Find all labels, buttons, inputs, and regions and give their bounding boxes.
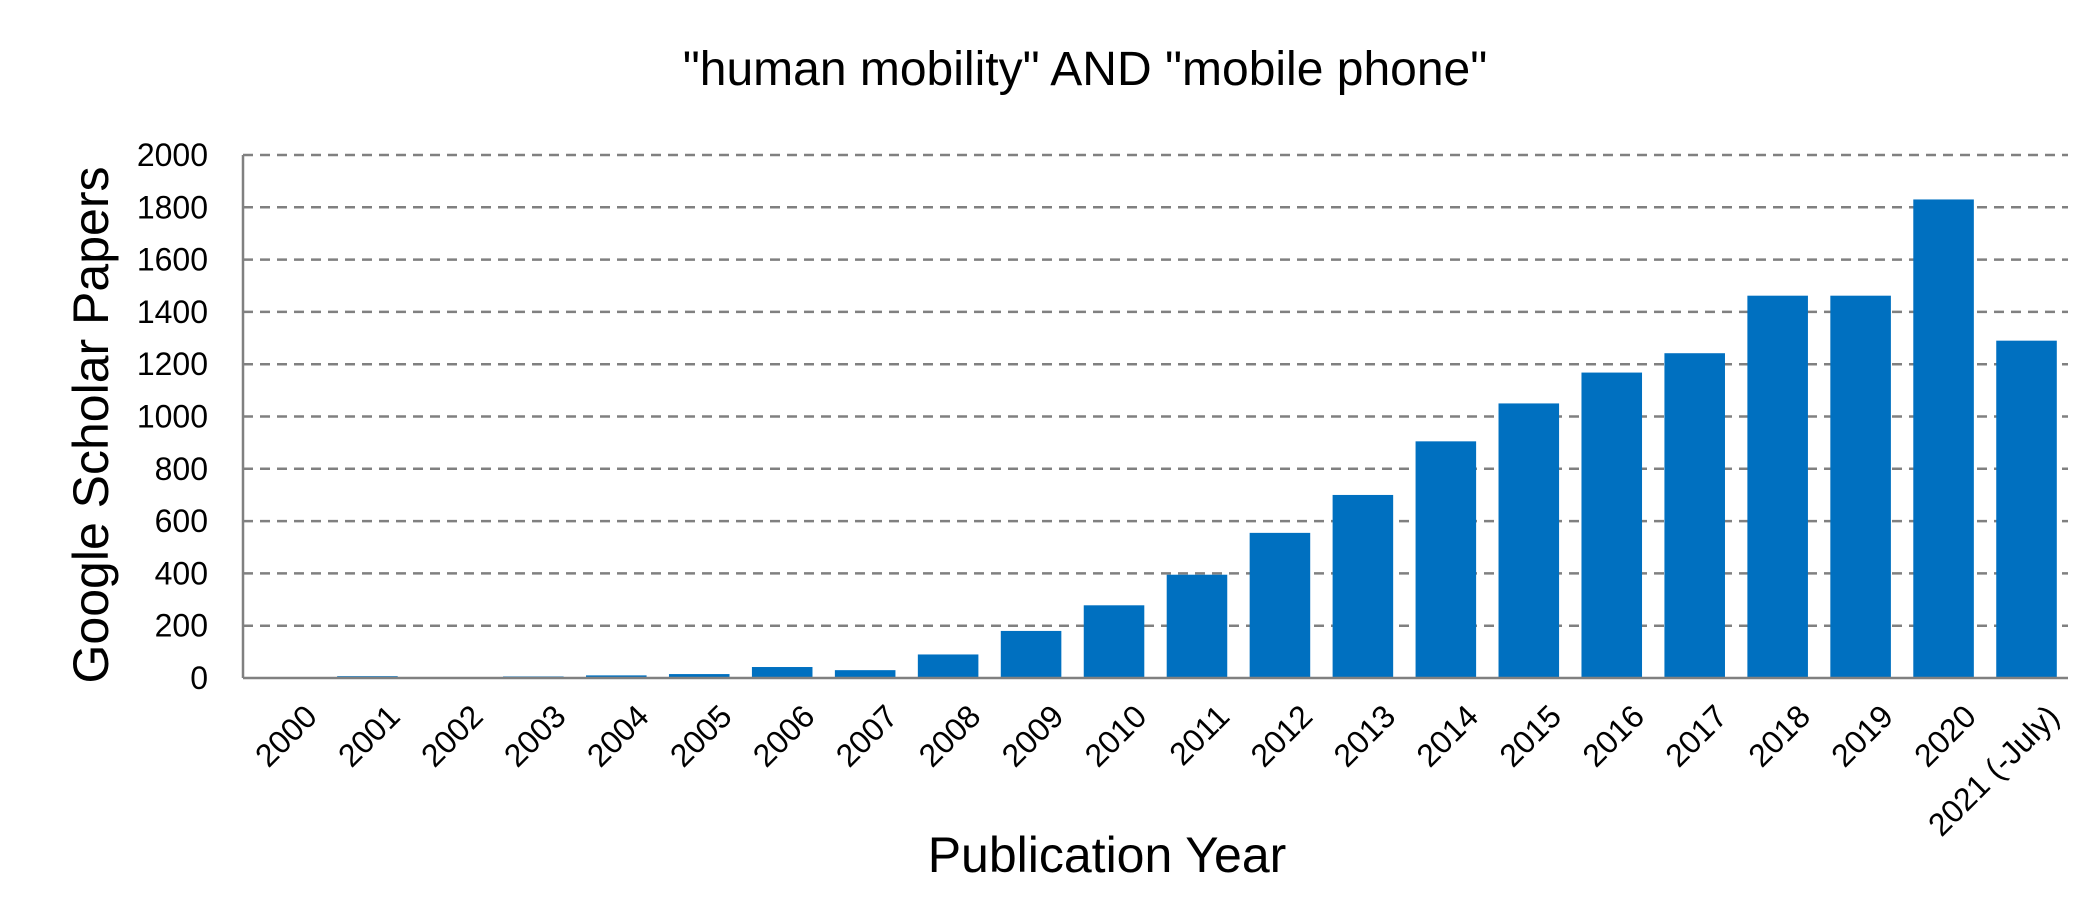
x-tick-label: 2006 (746, 698, 822, 774)
x-tick-label: 2008 (912, 698, 988, 774)
x-tick-label: 2011 (1162, 698, 1236, 772)
bar (1913, 199, 1974, 678)
x-tick-label: 2004 (580, 698, 656, 774)
y-tick-label: 1400 (137, 294, 208, 330)
chart-title: "human mobility" AND "mobile phone" (683, 43, 1488, 96)
x-tick-label: 2018 (1741, 698, 1817, 774)
bar (1581, 372, 1643, 678)
bar (1166, 574, 1228, 678)
x-tick-labels: 2000 2001 2002 2003 2004 2005 2006 2007 2008 2009… (248, 698, 2066, 843)
x-tick-label: 2015 (1492, 698, 1568, 774)
bar (1083, 605, 1145, 678)
bar (751, 667, 813, 678)
bars (254, 199, 2057, 678)
x-tick-label: 2013 (1326, 698, 1402, 774)
x-tick-label: 2007 (829, 698, 905, 774)
bar (1332, 494, 1394, 678)
bar (1830, 295, 1891, 678)
bar (1415, 441, 1477, 678)
bar (834, 670, 896, 678)
x-tick-label: 2002 (414, 698, 490, 774)
x-tick-label: 2001 (331, 698, 407, 774)
x-tick-label: 2012 (1243, 698, 1319, 774)
y-tick-label: 1000 (137, 399, 208, 435)
x-tick-label: 2000 (248, 698, 324, 774)
x-tick-label: 2014 (1409, 698, 1485, 774)
x-tick-label: 2003 (497, 698, 573, 774)
y-tick-label: 2000 (137, 137, 208, 173)
y-tick-label: 1800 (137, 189, 208, 225)
x-tick-label: 2019 (1824, 698, 1900, 774)
bar (917, 654, 979, 678)
bar (586, 675, 647, 678)
x-tick-label: 2016 (1575, 698, 1651, 774)
bar (1498, 403, 1560, 678)
y-tick-label: 600 (155, 503, 208, 539)
y-tick-label: 1600 (137, 242, 208, 278)
x-tick-label: 2010 (1078, 698, 1154, 774)
bar (1249, 532, 1311, 678)
y-tick-label: 1200 (137, 346, 208, 382)
y-tick-label: 800 (155, 451, 208, 487)
y-axis-title: Google Scholar Papers (63, 167, 119, 684)
y-tick-labels: 0 200 400 600 800 1000 1200 1400 1600 1800 2000 (137, 137, 208, 696)
bar (1664, 353, 1725, 678)
x-axis-title: Publication Year (928, 827, 1287, 883)
y-tick-label: 0 (190, 660, 208, 696)
bar (1000, 630, 1062, 678)
bar (1747, 295, 1808, 678)
y-tick-label: 400 (155, 555, 208, 591)
y-tick-label: 200 (155, 608, 208, 644)
bar (668, 674, 730, 678)
x-tick-label: 2017 (1658, 698, 1734, 774)
x-tick-label: 2020 (1907, 698, 1983, 774)
x-tick-label: 2009 (995, 698, 1071, 774)
axes (241, 155, 2068, 680)
bar (1996, 340, 2057, 678)
x-tick-label: 2005 (663, 698, 739, 774)
